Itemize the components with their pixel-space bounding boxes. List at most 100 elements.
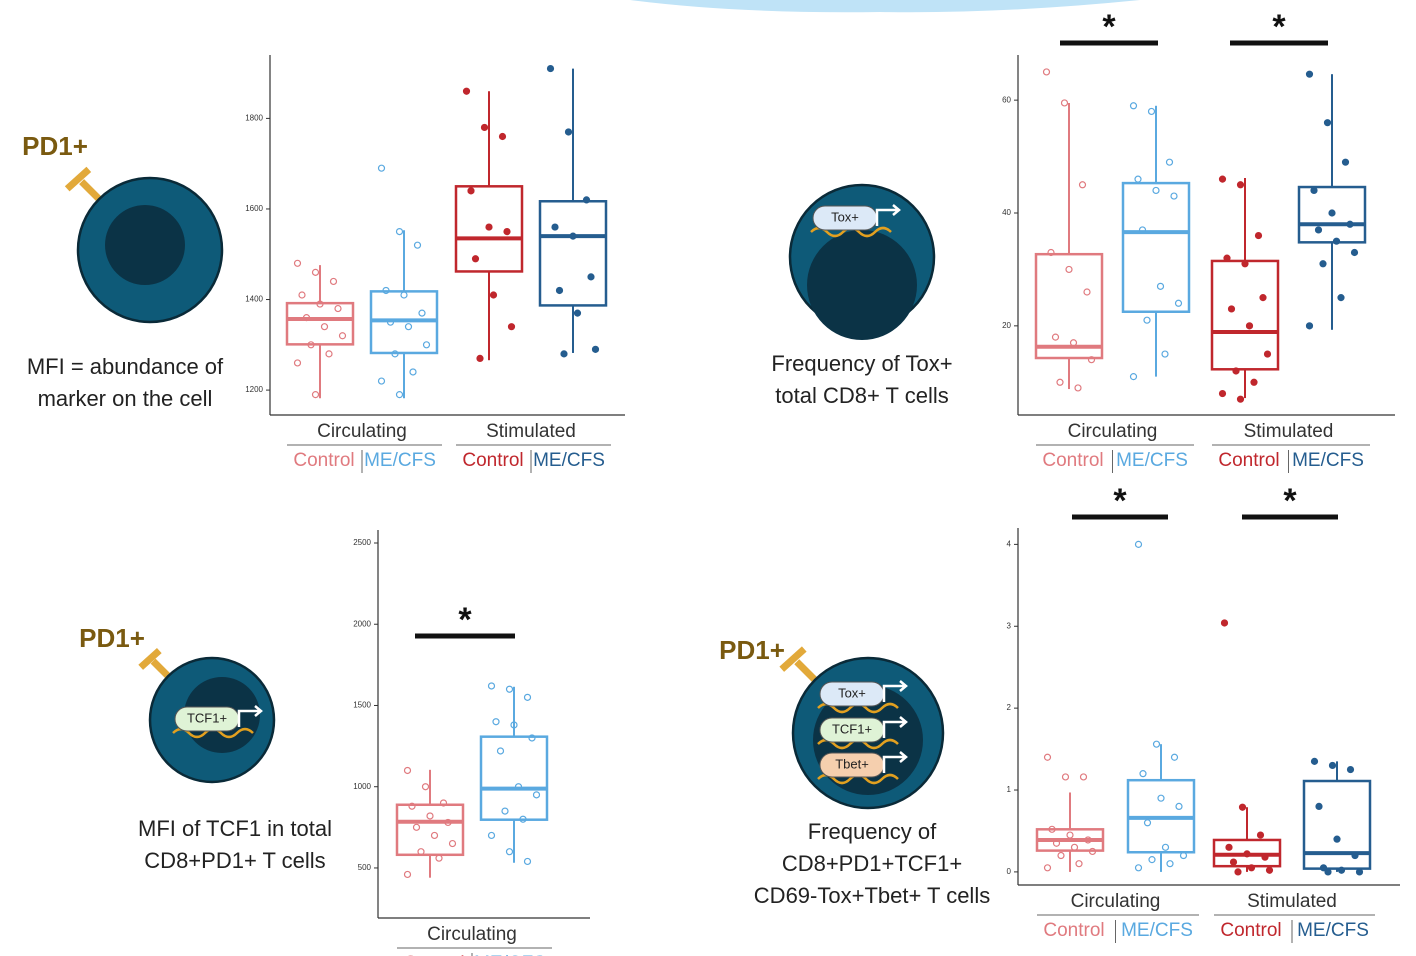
data-point [1144,317,1150,323]
data-point [450,841,456,847]
data-point [1135,176,1141,182]
data-point [1058,853,1064,859]
data-point [410,369,416,375]
data-point [1231,859,1237,865]
group-label: Circulating [1068,421,1158,442]
data-point [1226,844,1232,850]
category-label: Control [462,450,523,471]
data-point [322,324,328,330]
data-point [1222,620,1228,626]
data-point [473,256,479,262]
data-point [1167,861,1173,867]
data-point [1320,261,1326,267]
data-point [1311,187,1317,193]
category-label: ME/CFS [1121,920,1193,941]
data-point [1260,295,1266,301]
data-point [1330,762,1336,768]
data-point [1267,867,1273,873]
box [540,201,606,305]
data-point [1240,804,1246,810]
data-point [1167,159,1173,165]
data-point [432,832,438,838]
data-point [379,378,385,384]
data-point [397,229,403,235]
data-point [486,224,492,230]
data-point [557,287,563,293]
data-point [1220,391,1226,397]
data-point [1238,396,1244,402]
y-tick-label: 40 [1002,208,1011,217]
y-tick-label: 2000 [353,619,371,628]
data-point [1136,865,1142,871]
data-point [414,824,420,830]
data-point [401,292,407,298]
gene-label: TCF1+ [187,710,227,725]
nucleus [105,205,185,285]
data-point [1163,844,1169,850]
caption: marker on the cell [38,386,213,411]
group-label: Stimulated [1247,891,1337,912]
nucleus [807,230,917,340]
data-point [1229,306,1235,312]
category-label: ME/CFS [364,450,436,471]
data-point [1158,283,1164,289]
data-point [313,269,319,275]
significance-label: * [1272,8,1286,46]
data-point [1338,295,1344,301]
data-point [1067,832,1073,838]
data-point [1076,861,1082,867]
caption: CD69-Tox+Tbet+ T cells [754,883,990,908]
data-point [552,224,558,230]
y-tick-label: 1600 [245,204,263,213]
y-tick-label: 20 [1002,321,1011,330]
data-point [1352,249,1358,255]
data-point [405,767,411,773]
data-point [1307,323,1313,329]
box [1123,183,1189,312]
data-point [397,392,403,398]
data-point [566,129,572,135]
category-label: ME/CFS [1297,920,1369,941]
y-tick-label: 2500 [353,538,371,547]
data-point [1158,795,1164,801]
data-point [424,342,430,348]
data-point [534,792,540,798]
data-point [379,165,385,171]
data-point [1140,771,1146,777]
caption: CD8+PD1+TCF1+ [782,851,962,876]
data-point [405,871,411,877]
category-label: Control [1043,920,1104,941]
data-point [1325,120,1331,126]
gene-label: Tox+ [831,209,859,224]
data-point [1045,754,1051,760]
data-point [423,784,429,790]
group-label: Circulating [317,421,407,442]
caption: Frequency of [808,819,937,844]
category-label: ME/CFS [533,450,605,471]
data-point [1329,210,1335,216]
box [481,737,547,820]
data-point [436,855,442,861]
data-point [525,858,531,864]
y-tick-label: 1 [1007,785,1012,794]
data-point [1256,233,1262,239]
data-point [1149,857,1155,863]
data-point [1057,379,1063,385]
y-tick-label: 1800 [245,114,263,123]
significance-label: * [1102,8,1116,46]
y-tick-label: 0 [1007,867,1012,876]
data-point [313,392,319,398]
group-label: Stimulated [486,421,576,442]
y-tick-label: 1500 [353,701,371,710]
data-point [1220,176,1226,182]
data-point [299,292,305,298]
group-label: Stimulated [1244,421,1334,442]
caption: Frequency of Tox+ [771,351,952,376]
data-point [491,292,497,298]
category-label: ME/CFS [1116,450,1188,471]
data-point [1171,193,1177,199]
data-point [1238,182,1244,188]
marker-label: PD1+ [22,131,88,161]
data-point [1075,385,1081,391]
data-point [477,355,483,361]
